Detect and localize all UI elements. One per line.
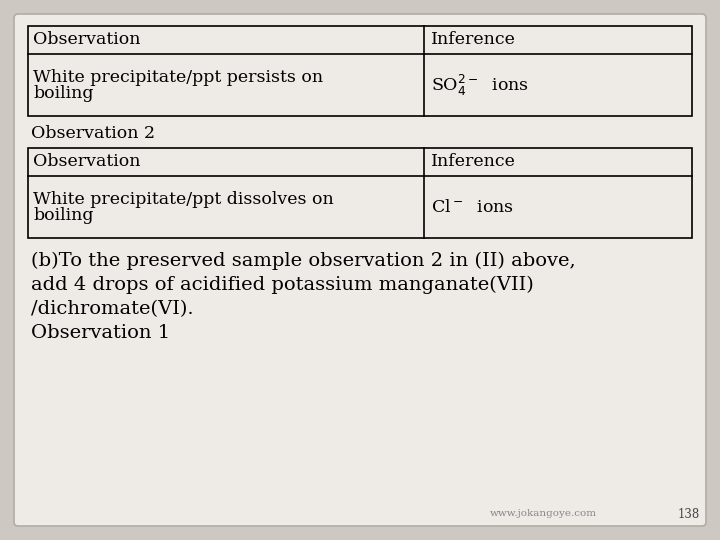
Text: add 4 drops of acidified potassium manganate(VII): add 4 drops of acidified potassium manga… xyxy=(31,276,534,294)
Text: boiling: boiling xyxy=(33,84,94,102)
Text: Observation 1: Observation 1 xyxy=(31,324,170,342)
Text: SO$_4^{2-}$  ions: SO$_4^{2-}$ ions xyxy=(431,72,529,98)
Text: Cl$^-$  ions: Cl$^-$ ions xyxy=(431,199,514,215)
Text: White precipitate/ppt dissolves on: White precipitate/ppt dissolves on xyxy=(33,191,334,207)
Text: Observation: Observation xyxy=(33,153,140,171)
Text: Inference: Inference xyxy=(431,153,516,171)
Text: (b)To the preserved sample observation 2 in (II) above,: (b)To the preserved sample observation 2… xyxy=(31,252,575,270)
Text: www.jokangoye.com: www.jokangoye.com xyxy=(490,510,597,518)
Text: Observation 2: Observation 2 xyxy=(31,125,155,143)
Text: 138: 138 xyxy=(678,508,700,521)
Text: /dichromate(VI).: /dichromate(VI). xyxy=(31,300,194,318)
Text: Inference: Inference xyxy=(431,31,516,49)
Bar xyxy=(28,148,692,238)
FancyBboxPatch shape xyxy=(14,14,706,526)
Bar xyxy=(28,26,692,116)
Text: boiling: boiling xyxy=(33,206,94,224)
Text: White precipitate/ppt persists on: White precipitate/ppt persists on xyxy=(33,69,323,85)
Text: Observation: Observation xyxy=(33,31,140,49)
